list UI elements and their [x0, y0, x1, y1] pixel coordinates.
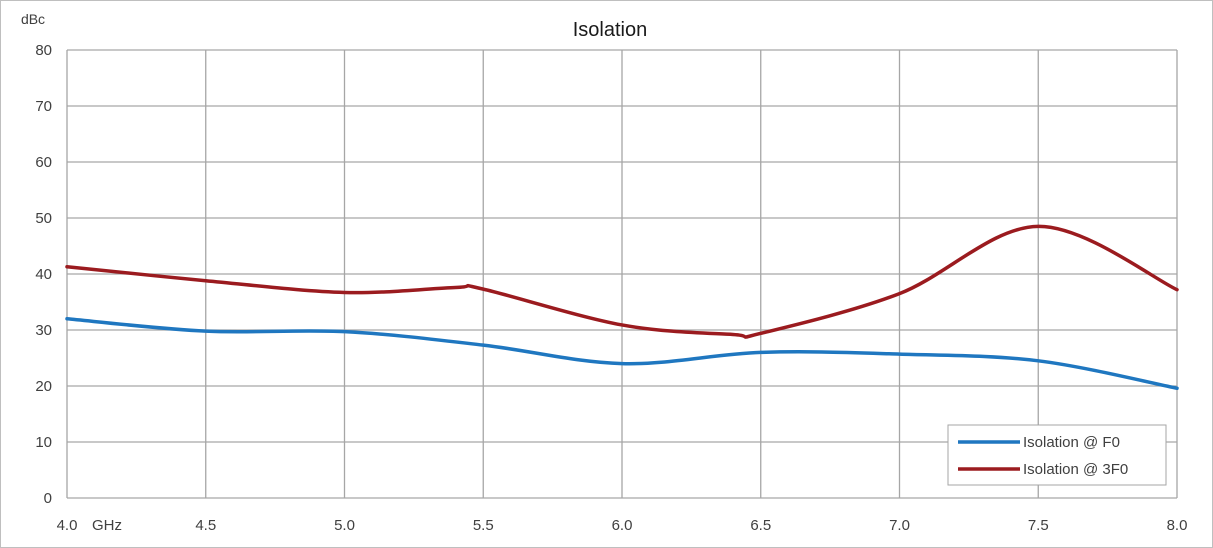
x-tick-label: 8.0 — [1167, 517, 1188, 534]
series-line-isolation-f0 — [65, 317, 1179, 390]
y-tick-labels: 0 10 20 30 40 50 60 70 80 — [35, 42, 52, 507]
x-tick-label: 7.0 — [889, 517, 910, 534]
legend-entry-isolation-f0: Isolation @ F0 — [1023, 434, 1120, 451]
chart-title: Isolation — [573, 19, 648, 41]
y-tick-label: 0 — [44, 490, 52, 507]
x-tick-label: 5.0 — [334, 517, 355, 534]
x-axis-unit: GHz — [92, 517, 122, 534]
x-tick-label: 5.5 — [473, 517, 494, 534]
y-axis-label: dBc — [21, 11, 45, 27]
x-tick-label: 4.0 — [57, 517, 78, 534]
x-tick-label: 4.5 — [195, 517, 216, 534]
series-lines — [65, 224, 1179, 390]
series-line-isolation-3f0 — [65, 224, 1179, 339]
x-tick-label: 7.5 — [1028, 517, 1049, 534]
legend-entry-isolation-3f0: Isolation @ 3F0 — [1023, 461, 1128, 478]
y-tick-label: 40 — [35, 266, 52, 283]
y-tick-label: 10 — [35, 434, 52, 451]
y-tick-label: 70 — [35, 98, 52, 115]
x-tick-label: 6.5 — [750, 517, 771, 534]
y-tick-label: 20 — [35, 378, 52, 395]
x-tick-label: 6.0 — [612, 517, 633, 534]
x-tick-labels: 4.0 4.5 5.0 5.5 6.0 6.5 7.0 7.5 8.0 — [57, 517, 1188, 534]
y-tick-label: 60 — [35, 154, 52, 171]
y-tick-label: 50 — [35, 210, 52, 227]
legend-box — [947, 424, 1167, 486]
grid — [66, 49, 1178, 499]
legend: Isolation @ F0 Isolation @ 3F0 — [947, 424, 1167, 486]
y-tick-label: 80 — [35, 42, 52, 59]
y-tick-label: 30 — [35, 322, 52, 339]
